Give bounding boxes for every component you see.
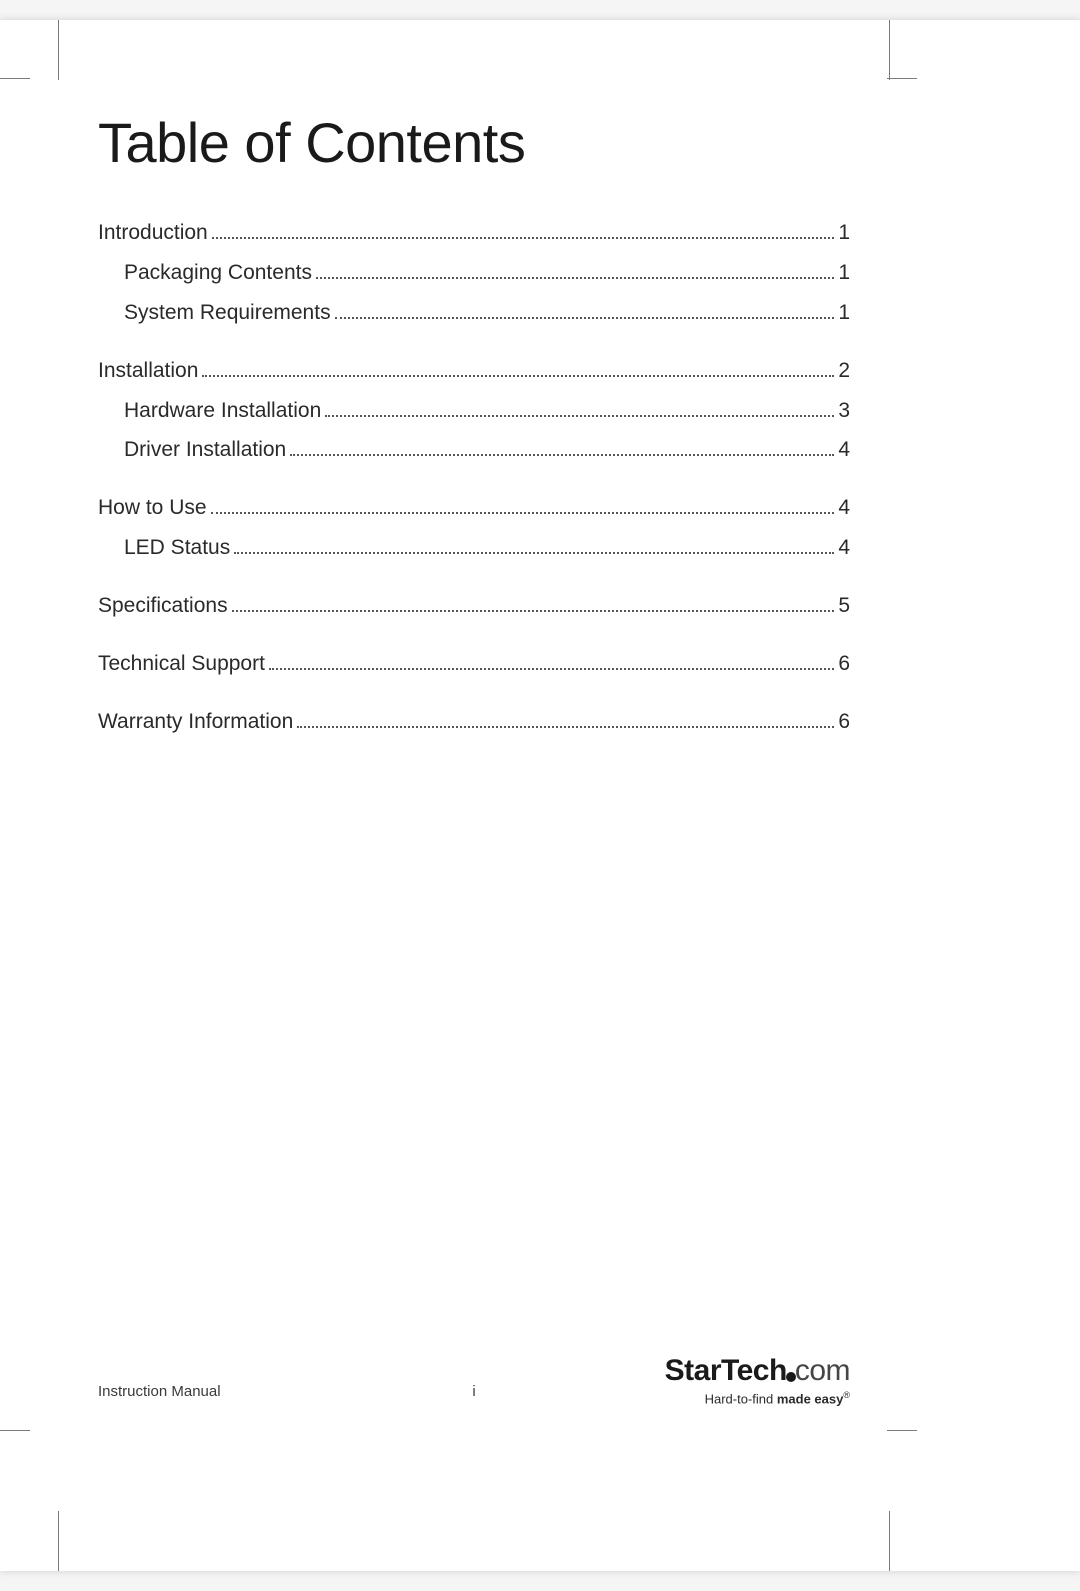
toc-section: Specifications 5 — [98, 586, 850, 626]
toc-page-number: 1 — [838, 213, 850, 253]
toc-page-number: 2 — [838, 351, 850, 391]
toc-leader-dots — [234, 552, 834, 554]
toc-label: Packaging Contents — [124, 253, 312, 293]
logo-dot-icon — [786, 1372, 796, 1382]
content-area: Table of Contents Introduction1Packaging… — [98, 110, 850, 760]
page: Table of Contents Introduction1Packaging… — [0, 20, 1080, 1571]
toc: Introduction1Packaging Contents1System R… — [98, 213, 850, 742]
toc-entry[interactable]: Technical Support 6 — [98, 644, 850, 684]
toc-label: LED Status — [124, 528, 230, 568]
logo-text-star: Star — [665, 1354, 721, 1388]
page-number: i — [472, 1383, 475, 1406]
crop-mark — [887, 78, 917, 79]
toc-leader-dots — [232, 610, 835, 612]
toc-page-number: 1 — [838, 253, 850, 293]
toc-label: How to Use — [98, 488, 207, 528]
toc-section: Technical Support 6 — [98, 644, 850, 684]
toc-page-number: 1 — [838, 293, 850, 333]
crop-mark — [889, 1511, 890, 1571]
tagline-text-a: Hard-to-find — [705, 1391, 777, 1406]
crop-mark — [889, 20, 890, 80]
toc-page-number: 6 — [838, 644, 850, 684]
footer-brand: StarTechcom Hard-to-find made easy® — [665, 1354, 850, 1406]
toc-subentry[interactable]: Driver Installation 4 — [98, 430, 850, 470]
toc-label: Hardware Installation — [124, 391, 321, 431]
toc-leader-dots — [269, 668, 834, 670]
toc-page-number: 4 — [838, 528, 850, 568]
tagline-text-b: made easy — [777, 1391, 844, 1406]
toc-entry[interactable]: Specifications 5 — [98, 586, 850, 626]
toc-label: Installation — [98, 351, 198, 391]
logo-text-com: com — [795, 1354, 850, 1388]
logo-text-tech: Tech — [721, 1354, 787, 1388]
toc-page-number: 4 — [838, 430, 850, 470]
toc-label: Introduction — [98, 213, 208, 253]
toc-leader-dots — [325, 415, 834, 417]
crop-mark — [58, 1511, 59, 1571]
crop-mark — [0, 1430, 30, 1431]
toc-page-number: 3 — [838, 391, 850, 431]
toc-leader-dots — [290, 454, 834, 456]
toc-subentry[interactable]: LED Status 4 — [98, 528, 850, 568]
toc-entry[interactable]: Installation 2 — [98, 351, 850, 391]
page-title: Table of Contents — [98, 110, 850, 175]
toc-subentry[interactable]: Hardware Installation 3 — [98, 391, 850, 431]
crop-mark — [0, 78, 30, 79]
toc-label: Technical Support — [98, 644, 265, 684]
toc-section: Introduction1Packaging Contents1System R… — [98, 213, 850, 333]
toc-leader-dots — [335, 317, 835, 319]
toc-label: Warranty Information — [98, 702, 293, 742]
toc-section: Installation2Hardware Installation3Drive… — [98, 351, 850, 471]
tagline: Hard-to-find made easy® — [665, 1390, 850, 1406]
toc-leader-dots — [212, 237, 835, 239]
toc-entry[interactable]: How to Use 4 — [98, 488, 850, 528]
toc-page-number: 6 — [838, 702, 850, 742]
toc-section: Warranty Information 6 — [98, 702, 850, 742]
toc-leader-dots — [202, 375, 834, 377]
toc-leader-dots — [297, 726, 834, 728]
footer-left-label: Instruction Manual — [98, 1383, 221, 1406]
registered-mark: ® — [843, 1390, 850, 1400]
toc-label: System Requirements — [124, 293, 331, 333]
toc-subentry[interactable]: System Requirements 1 — [98, 293, 850, 333]
crop-mark — [58, 20, 59, 80]
toc-leader-dots — [316, 277, 834, 279]
crop-mark — [887, 1430, 917, 1431]
toc-page-number: 4 — [838, 488, 850, 528]
toc-subentry[interactable]: Packaging Contents 1 — [98, 253, 850, 293]
toc-leader-dots — [211, 512, 835, 514]
toc-label: Driver Installation — [124, 430, 286, 470]
toc-entry[interactable]: Introduction 1 — [98, 213, 850, 253]
footer: Instruction Manual i StarTechcom Hard-to… — [98, 1354, 850, 1406]
toc-page-number: 5 — [838, 586, 850, 626]
toc-section: How to Use 4 LED Status 4 — [98, 488, 850, 568]
startech-logo: StarTechcom — [665, 1354, 850, 1388]
toc-entry[interactable]: Warranty Information 6 — [98, 702, 850, 742]
toc-label: Specifications — [98, 586, 228, 626]
